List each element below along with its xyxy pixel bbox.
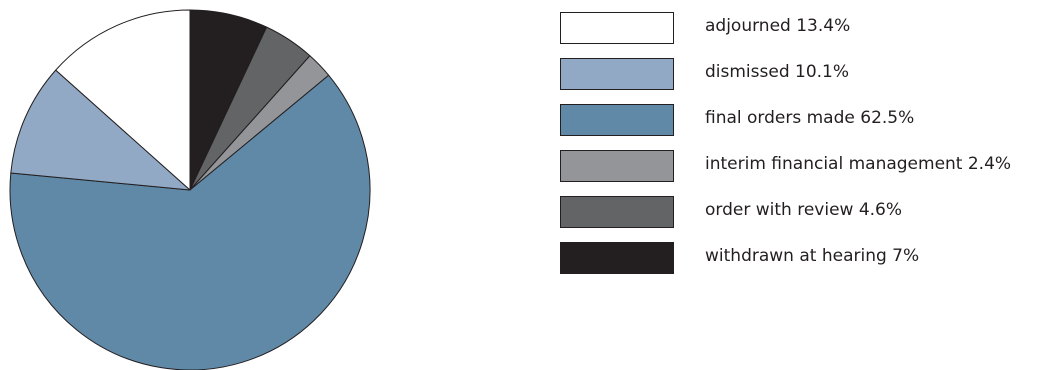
legend-label: interim financial management 2.4% [705,154,1012,174]
pie-plot [9,9,371,370]
pie-slice-5 [55,9,191,191]
legend-swatch [560,58,674,90]
legend-swatch [560,12,674,44]
legend-label: adjourned 13.4% [705,16,851,36]
legend-label: order with review 4.6% [705,200,903,220]
legend-swatch [560,242,674,274]
legend-label: final orders made 62.5% [705,108,915,128]
pie-slice-4 [10,69,191,191]
legend-swatch [560,150,674,182]
legend-label: dismissed 10.1% [705,62,850,82]
pie-slice-3 [9,74,371,370]
legend-label: withdrawn at hearing 7% [705,246,920,266]
legend-swatch [560,104,674,136]
legend-swatch [560,196,674,228]
